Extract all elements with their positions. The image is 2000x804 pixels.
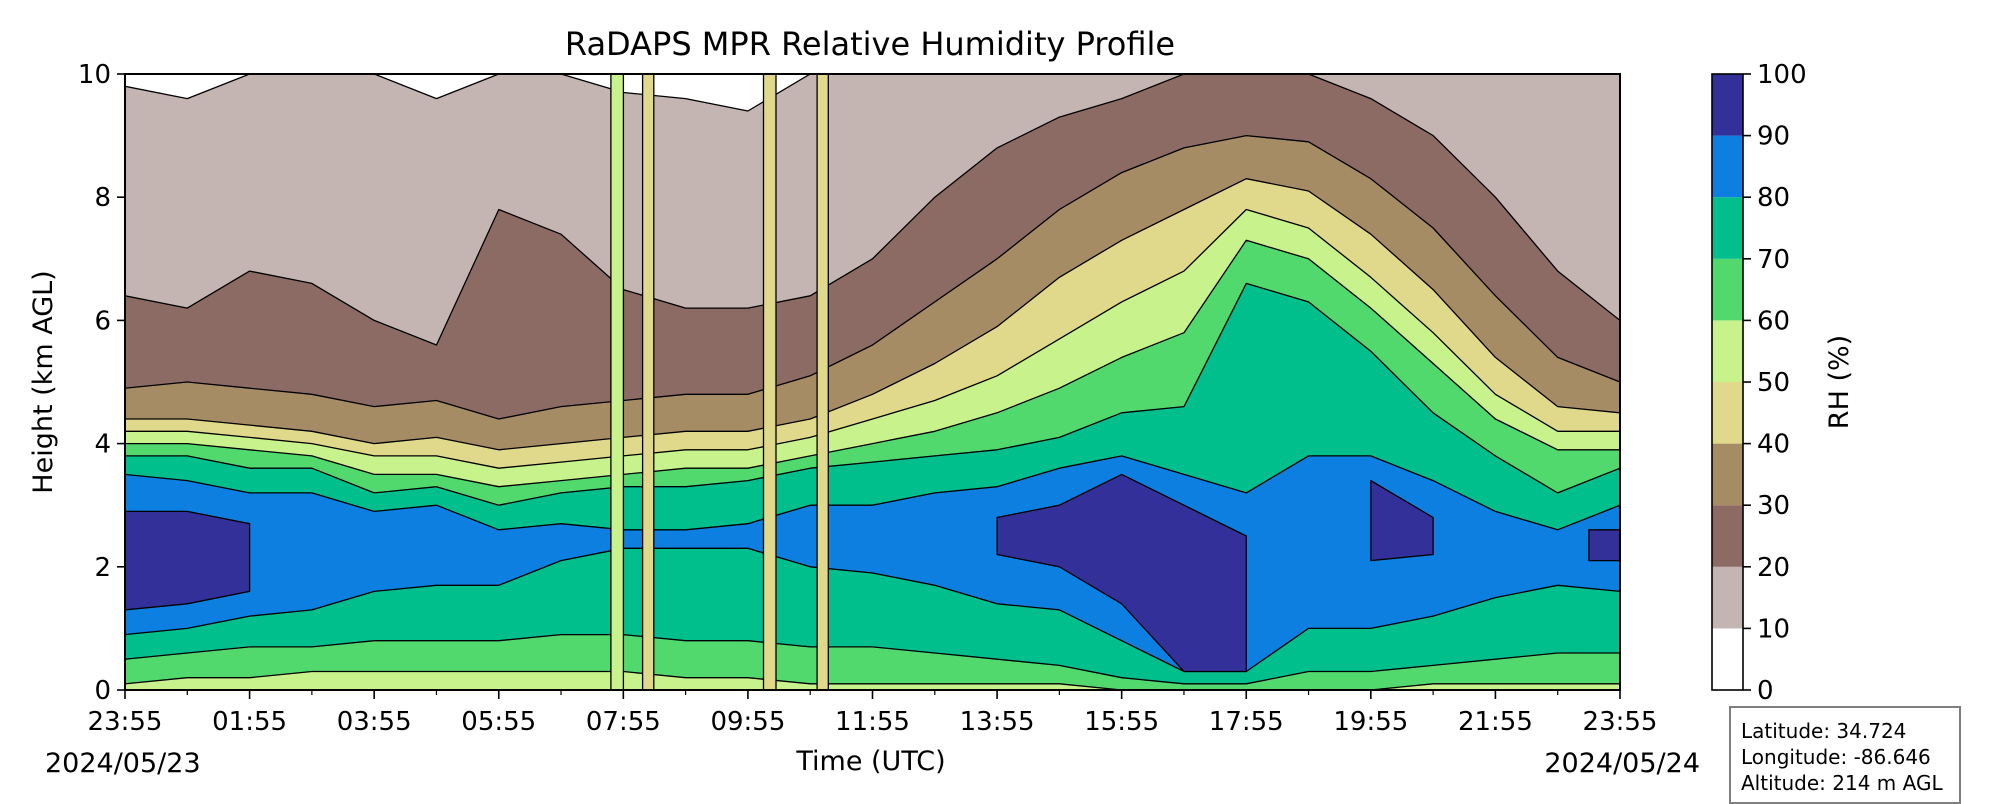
colorbar-swatch-50 bbox=[1712, 320, 1743, 382]
colorbar-swatch-80 bbox=[1712, 135, 1743, 198]
band-rh-90-100-0 bbox=[125, 510, 251, 611]
x-tick-label-2: 03:55 bbox=[337, 707, 412, 737]
spike-column-1 bbox=[641, 74, 655, 690]
y-axis-label: Height (km AGL) bbox=[28, 270, 59, 493]
colorbar-swatch-10 bbox=[1712, 566, 1743, 629]
x-tick-label-4: 07:55 bbox=[586, 707, 661, 737]
band-rh-90-100-3 bbox=[1588, 529, 1620, 562]
y-tick-label-0: 0 bbox=[94, 676, 111, 706]
colorbar-tick-label-60: 60 bbox=[1757, 306, 1790, 336]
y-tick-label-2: 2 bbox=[94, 553, 111, 583]
x-axis: 23:55 01:55 03:55 05:55 07:55 09:55 11:55 13:55… bbox=[88, 690, 1658, 737]
y-tick-label-10: 10 bbox=[78, 60, 111, 90]
colorbar-tick-label-30: 30 bbox=[1757, 491, 1790, 521]
colorbar-swatch-70 bbox=[1712, 197, 1743, 259]
band-rh-90-100-1 bbox=[996, 473, 1247, 673]
plot-area bbox=[125, 74, 1620, 690]
station-info-box: Latitude: 34.724 Longitude: -86.646 Alti… bbox=[1729, 706, 1961, 804]
start-date-label: 2024/05/23 bbox=[45, 748, 201, 779]
x-tick-label-10: 19:55 bbox=[1333, 707, 1408, 737]
latitude-text: Latitude: 34.724 bbox=[1741, 719, 1907, 743]
y-tick-label-8: 8 bbox=[94, 183, 111, 213]
colorbar-tick-label-100: 100 bbox=[1757, 60, 1807, 90]
colorbar-tick-label-10: 10 bbox=[1757, 614, 1790, 644]
chart-title: RaDAPS MPR Relative Humidity Profile bbox=[565, 25, 1175, 63]
colorbar-tick-label-80: 80 bbox=[1757, 183, 1790, 213]
colorbar-tick-label-0: 0 bbox=[1757, 676, 1774, 706]
spike-column-3 bbox=[816, 74, 829, 690]
x-tick-label-0: 23:55 bbox=[88, 707, 163, 737]
colorbar-tick-label-20: 20 bbox=[1757, 553, 1790, 583]
y-tick-label-4: 4 bbox=[94, 430, 111, 460]
x-tick-label-11: 21:55 bbox=[1458, 707, 1533, 737]
x-tick-label-7: 13:55 bbox=[960, 707, 1035, 737]
x-axis-label: Time (UTC) bbox=[795, 746, 945, 777]
colorbar-tick-label-40: 40 bbox=[1757, 430, 1790, 460]
x-tick-label-3: 05:55 bbox=[461, 707, 536, 737]
x-tick-label-6: 11:55 bbox=[835, 707, 910, 737]
x-tick-label-1: 01:55 bbox=[212, 707, 287, 737]
y-axis: 0 2 4 6 8 10 bbox=[78, 60, 125, 706]
colorbar-tick-label-90: 90 bbox=[1757, 122, 1790, 152]
x-tick-label-5: 09:55 bbox=[710, 707, 785, 737]
colorbar-label: RH (%) bbox=[1824, 335, 1855, 429]
colorbar-swatch-60 bbox=[1712, 258, 1743, 321]
colorbar-swatch-40 bbox=[1712, 382, 1743, 444]
end-date-label: 2024/05/24 bbox=[1544, 748, 1700, 779]
x-tick-label-9: 17:55 bbox=[1209, 707, 1284, 737]
spike-column-0 bbox=[610, 74, 625, 690]
band-rh-90-100-2 bbox=[1370, 479, 1434, 562]
colorbar-swatch-30 bbox=[1712, 443, 1743, 506]
colorbar-tick-label-50: 50 bbox=[1757, 368, 1790, 398]
colorbar-swatch-90 bbox=[1712, 74, 1743, 136]
x-tick-label-12: 23:55 bbox=[1583, 707, 1658, 737]
colorbar-swatch-20 bbox=[1712, 505, 1743, 567]
colorbar-tick-label-70: 70 bbox=[1757, 245, 1790, 275]
altitude-text: Altitude: 214 m AGL bbox=[1741, 771, 1943, 795]
spike-column-2 bbox=[762, 74, 777, 690]
longitude-text: Longitude: -86.646 bbox=[1741, 745, 1931, 769]
y-tick-label-6: 6 bbox=[94, 306, 111, 336]
colorbar: 0 10 20 30 40 50 60 70 80 90 100 bbox=[1711, 60, 1807, 706]
x-tick-label-8: 15:55 bbox=[1084, 707, 1159, 737]
colorbar-swatch-0 bbox=[1712, 628, 1743, 690]
